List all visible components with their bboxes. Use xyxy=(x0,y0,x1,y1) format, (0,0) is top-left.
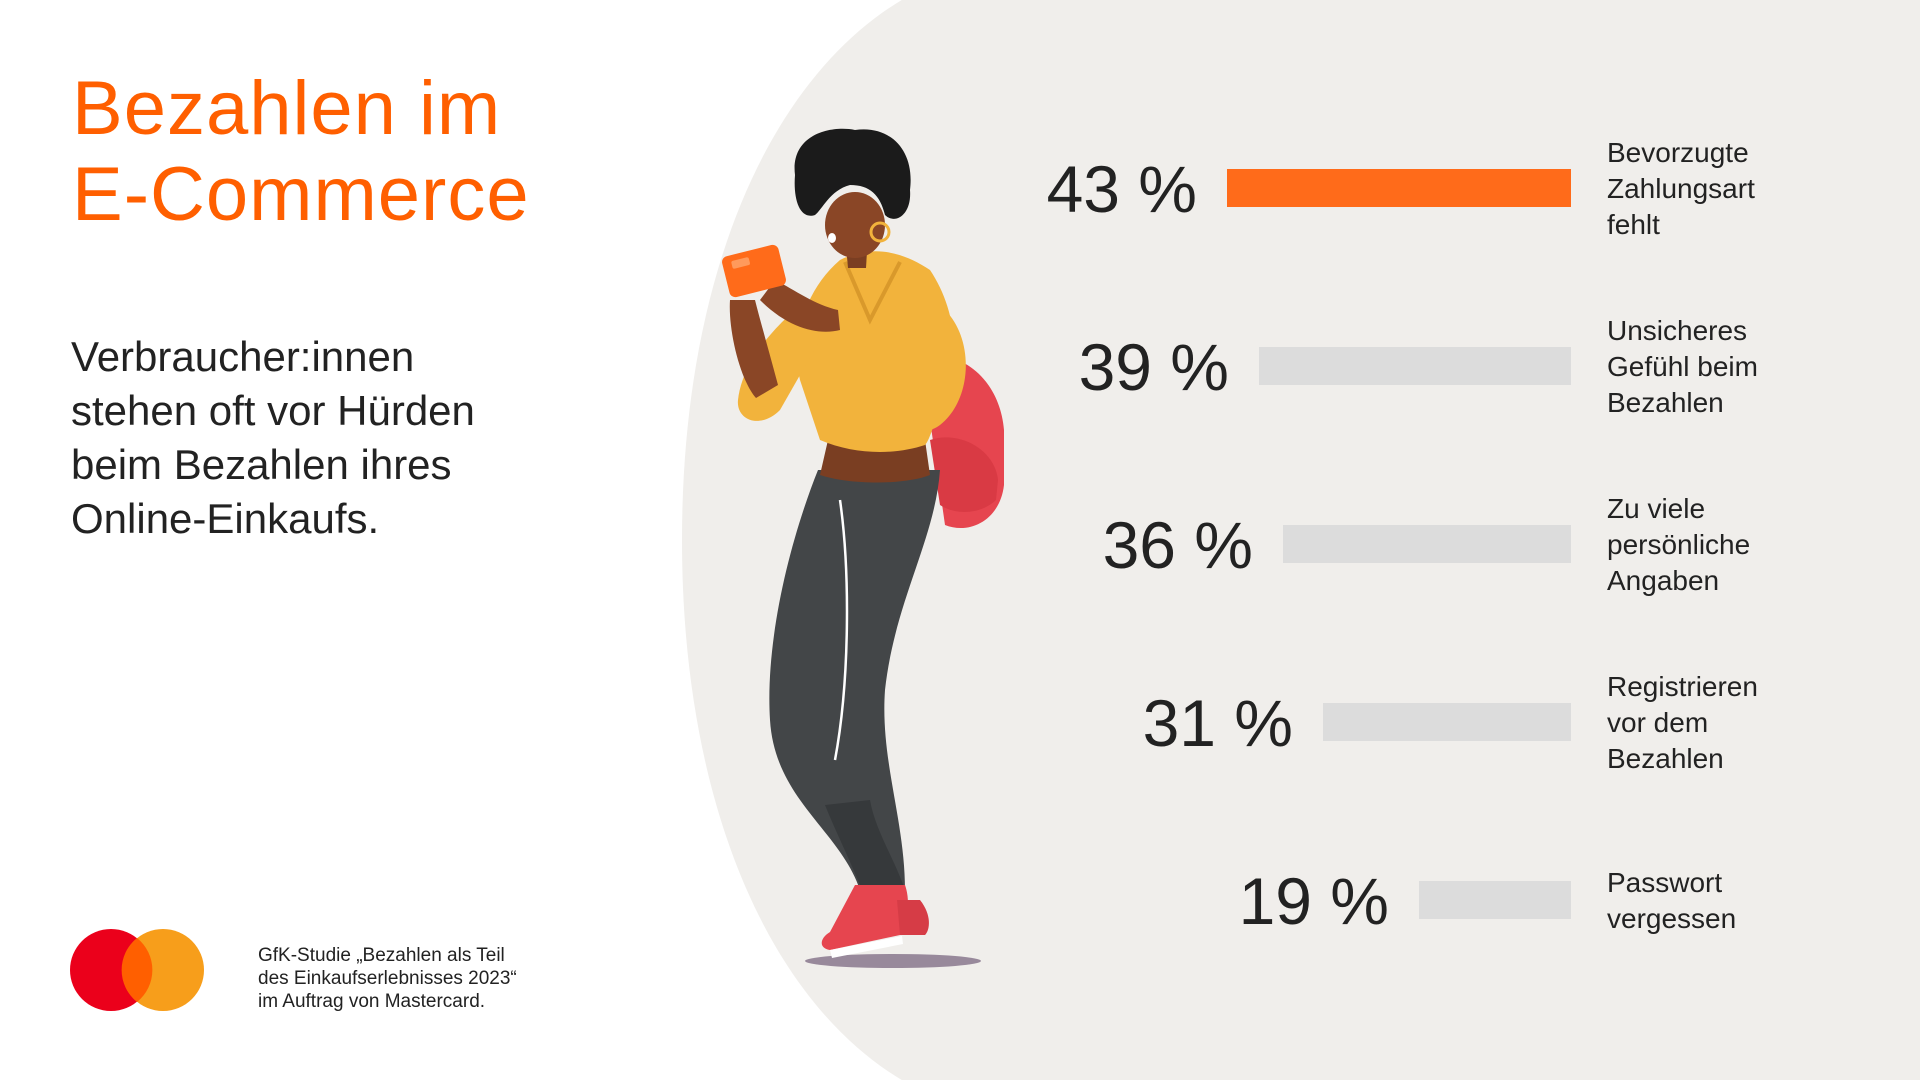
subtitle-line: Verbraucher:innen xyxy=(71,333,415,380)
source-line: des Einkaufserlebnisses 2023“ xyxy=(258,968,517,989)
category-label: Passwort vergessen xyxy=(1607,867,1736,934)
source-line: im Auftrag von Mastercard. xyxy=(258,991,486,1012)
value-label: 36 % xyxy=(1103,508,1253,582)
category-label-line: Zahlungsart xyxy=(1607,173,1755,204)
category-label: Registrieren vor dem Bezahlen xyxy=(1607,671,1758,774)
category-label-line: Unsicheres xyxy=(1607,315,1747,346)
bar xyxy=(1283,525,1571,563)
bar xyxy=(1419,881,1571,919)
subtitle: Verbraucher:innen stehen oft vor Hürden … xyxy=(71,330,631,546)
bar xyxy=(1227,169,1571,207)
category-label-line: Zu viele xyxy=(1607,493,1705,524)
value-label: 39 % xyxy=(1079,330,1229,404)
category-label: Unsicheres Gefühl beim Bezahlen xyxy=(1607,315,1758,418)
source-line: GfK-Studie „Bezahlen als Teil xyxy=(258,945,505,966)
category-label-line: Registrieren xyxy=(1607,671,1758,702)
category-label-line: Bezahlen xyxy=(1607,387,1724,418)
bar xyxy=(1259,347,1571,385)
category-label-line: Bezahlen xyxy=(1607,743,1724,774)
category-label-line: vergessen xyxy=(1607,903,1736,934)
subtitle-line: Online-Einkaufs. xyxy=(71,495,380,542)
category-label-line: vor dem xyxy=(1607,707,1708,738)
category-label-line: Gefühl beim xyxy=(1607,351,1758,382)
category-label: Bevorzugte Zahlungsart fehlt xyxy=(1607,137,1755,240)
category-label-line: fehlt xyxy=(1607,209,1660,240)
bar xyxy=(1323,703,1571,741)
subtitle-line: beim Bezahlen ihres xyxy=(71,441,452,488)
title-line: E-Commerce xyxy=(72,152,530,237)
category-label: Zu viele persönliche Angaben xyxy=(1607,493,1750,596)
page-title: Bezahlen im E-Commerce xyxy=(72,66,632,238)
category-label-line: Angaben xyxy=(1607,565,1719,596)
subtitle-line: stehen oft vor Hürden xyxy=(71,387,475,434)
category-label-line: persönliche xyxy=(1607,529,1750,560)
category-label-line: Passwort xyxy=(1607,867,1722,898)
mastercard-logo xyxy=(70,929,204,1011)
value-label: 19 % xyxy=(1239,864,1389,938)
value-label: 43 % xyxy=(1047,152,1197,226)
source-note: GfK-Studie „Bezahlen als Teil des Einkau… xyxy=(258,944,578,1013)
title-line: Bezahlen im xyxy=(72,66,502,151)
value-label: 31 % xyxy=(1143,686,1293,760)
woman-with-smartphone-illustration xyxy=(722,128,1004,968)
category-label-line: Bevorzugte xyxy=(1607,137,1749,168)
